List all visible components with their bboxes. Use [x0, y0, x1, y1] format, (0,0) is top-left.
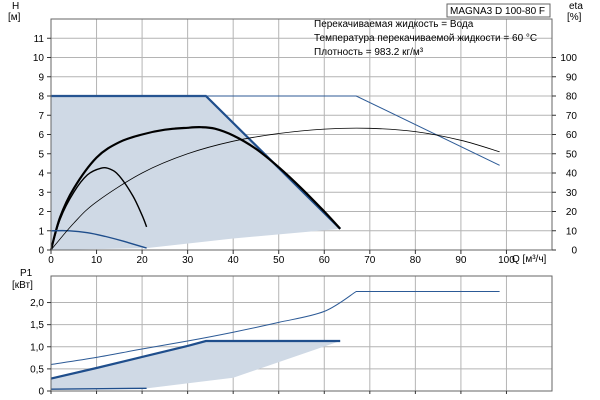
series-single-pump-max	[51, 95, 500, 166]
x-tick-label: 80	[410, 255, 422, 266]
x-tick-label: 50	[273, 255, 285, 266]
power-tick-label: 0,5	[30, 364, 44, 375]
series-duty	[49, 126, 342, 251]
x-tick-label: 90	[455, 255, 467, 266]
power-tick-label: 1,0	[30, 342, 44, 353]
x-tick-label: 40	[228, 255, 240, 266]
annotation-temperature: Температура перекачиваемой жидкости = 60…	[314, 33, 537, 44]
y2-tick-label: 10	[566, 226, 578, 237]
y2-tick-label: 0	[571, 246, 577, 257]
y-tick-label: 11	[34, 34, 45, 45]
y2-tick-label: 30	[566, 188, 578, 199]
annotation-density: Плотность = 983.2 кг/м³	[314, 47, 424, 58]
y-tick-label: 5	[38, 149, 44, 160]
power-tick-label: 0	[38, 387, 44, 398]
y2-tick-label: 70	[566, 111, 578, 122]
power-axis-unit: [кВт]	[12, 280, 33, 291]
x-axis-label: Q [м³/ч]	[512, 254, 547, 265]
series-min-curve	[50, 229, 147, 249]
series-duty-small	[50, 167, 148, 251]
y2-axis-unit: [%]	[567, 12, 582, 23]
top-series	[49, 94, 500, 251]
bottom-series	[50, 291, 500, 390]
y2-tick-label: 50	[566, 149, 578, 160]
y-tick-label: 6	[38, 130, 44, 141]
series-min-power	[50, 387, 147, 390]
chart-title: MAGNA3 D 100-80 F	[450, 6, 545, 17]
series-single-pump-power	[50, 291, 500, 365]
y-tick-label: 10	[33, 53, 45, 64]
series-max-power	[50, 339, 341, 380]
y-tick-label: 9	[38, 72, 44, 83]
y2-tick-label: 100	[560, 53, 577, 64]
x-tick-label: 10	[91, 255, 103, 266]
y-tick-label: 4	[38, 169, 44, 180]
y-tick-label: 2	[38, 207, 44, 218]
x-tick-label: 30	[182, 255, 194, 266]
y-tick-label: 8	[38, 92, 44, 103]
bottom-plot-frame	[50, 275, 553, 392]
x-tick-label: 100	[498, 255, 515, 266]
x-tick-label: 70	[364, 255, 376, 266]
top-tick-labels: 0 10 20 30 40 50 60 70 80 90 100 0 1 2 3 4 5 6 7 8 9 10 11 0 10 2…	[33, 34, 578, 266]
top-operating-area	[51, 96, 341, 250]
power-tick-label: 2,0	[30, 298, 44, 309]
y-tick-label: 3	[38, 188, 44, 199]
power-tick-label: 1,5	[30, 320, 44, 331]
title-box	[446, 3, 551, 18]
bottom-power-area	[51, 341, 341, 390]
y-tick-label: 0	[38, 246, 44, 257]
y-tick-label: 1	[38, 226, 44, 237]
power-plot: 0 0,5 1,0 1,5 2,0 P1 [кВт]	[12, 268, 553, 398]
bottom-tick-labels: 0 0,5 1,0 1,5 2,0	[30, 298, 507, 398]
annotation-liquid: Перекачиваемая жидкость = Вода	[314, 19, 474, 30]
y-axis-label: H	[12, 1, 19, 12]
y2-tick-label: 90	[566, 72, 578, 83]
operating-area	[51, 96, 341, 250]
y-tick-label: 7	[38, 111, 44, 122]
y2-axis-label: eta	[569, 1, 583, 12]
y2-tick-label: 60	[566, 130, 578, 141]
y2-tick-label: 20	[566, 207, 578, 218]
x-tick-label: 0	[48, 255, 54, 266]
y-axis-unit: [м]	[8, 12, 21, 23]
y2-tick-label: 40	[566, 169, 578, 180]
power-axis-label: P1	[20, 268, 33, 279]
x-tick-label: 20	[137, 255, 149, 266]
head-efficiency-plot: 0 10 20 30 40 50 60 70 80 90 100 0 1 2 3 4 5 6 7 8 9 10 11 0 10 2…	[8, 1, 583, 266]
power-area	[51, 341, 341, 390]
x-tick-label: 60	[319, 255, 331, 266]
y2-tick-label: 80	[566, 92, 578, 103]
series-efficiency	[50, 127, 500, 251]
